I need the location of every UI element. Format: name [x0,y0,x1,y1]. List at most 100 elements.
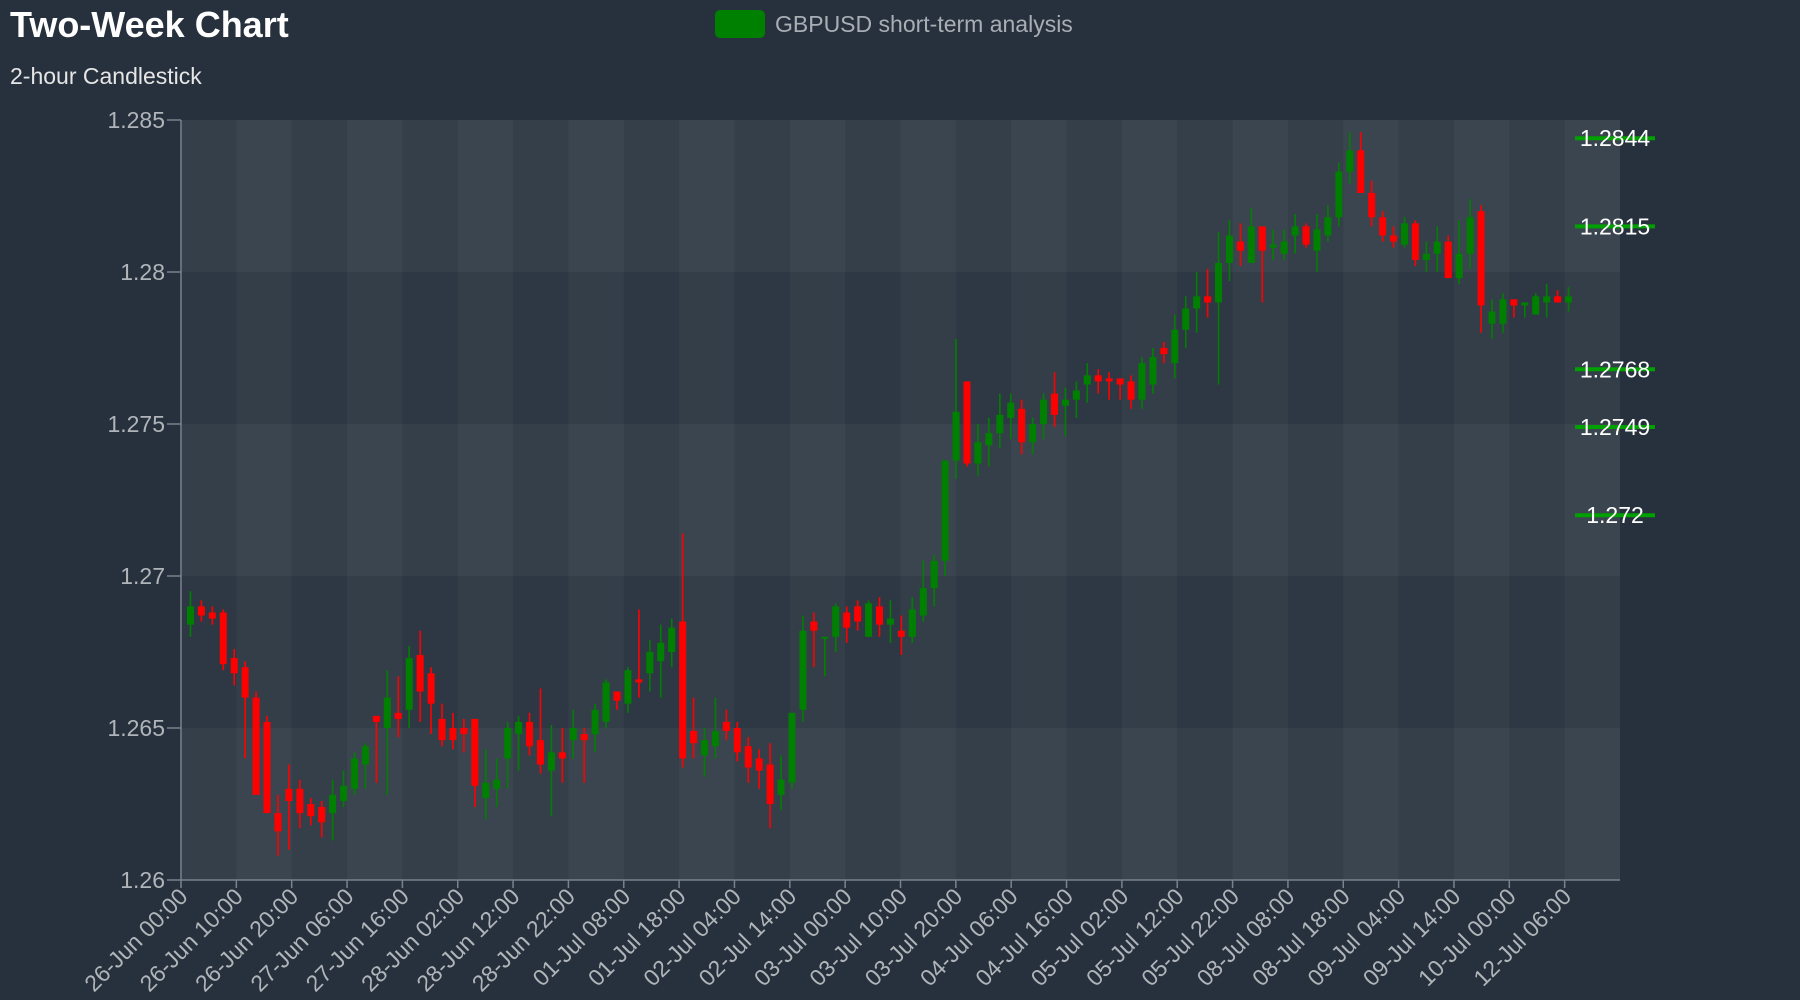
candle-body [1236,241,1244,251]
candle-body [1269,244,1277,248]
candle-down [449,712,457,750]
candle-up [1225,220,1233,282]
candle-up [1149,348,1157,394]
candle-body [1072,390,1080,400]
candle-body [930,560,938,589]
candle-body [1400,223,1408,245]
candle-up [624,667,632,713]
candle-body [1149,357,1157,385]
candle-body [1116,378,1124,385]
legend[interactable]: GBPUSD short-term analysis [715,9,1073,39]
candle-up [1138,357,1146,409]
candle-up [405,645,413,728]
candle-up [1040,393,1048,440]
candle-down [1160,341,1168,364]
candle-down [1302,223,1310,248]
candle-body [1466,217,1474,254]
candle-body [1247,226,1255,263]
y-tick-label: 1.285 [107,107,165,133]
candle-up [547,724,555,817]
candle-body [1029,424,1037,443]
candle-body [1510,299,1518,306]
price-level: 1.272 [1575,502,1655,528]
candle-down [307,797,315,826]
candle-body [1313,229,1321,251]
candle-down [963,381,971,467]
candle-body [580,734,588,741]
candle-body [1138,363,1146,400]
candle-down [1258,226,1266,303]
candle-up [515,715,523,771]
candle-down [843,606,851,643]
candle-down [1127,375,1135,409]
axes [167,119,1620,888]
candle-body [1357,150,1365,193]
candle-up [1521,302,1529,318]
candle-down [427,667,435,735]
candle-body [591,709,599,735]
candle-down [285,764,293,850]
candle-body [361,746,369,765]
candle-body [908,609,916,637]
candle-body [602,682,610,722]
price-level-label: 1.272 [1586,502,1644,528]
candle-up [482,749,490,820]
candle-up [1247,208,1255,263]
candle-body [383,697,391,728]
candle-body [974,442,982,464]
candle-body [657,642,665,662]
candle-down [318,800,326,838]
legend-swatch [715,10,765,38]
candle-body [471,718,479,786]
candle-body [1554,296,1562,303]
candle-up [711,697,719,759]
candle-down [438,703,446,747]
candle-body [1061,399,1069,406]
candle-down [1050,372,1058,428]
candle-down [1116,378,1124,400]
candle-body [427,673,435,704]
candle-down [722,709,730,741]
candle-down [252,691,260,795]
y-tick-label: 1.26 [120,867,165,893]
candle-up [602,679,610,728]
candle-body [985,433,993,446]
candle-up [832,603,840,652]
candle-body [536,740,544,765]
candle-up [1269,229,1277,260]
candle-body [1160,348,1168,355]
plot-background [181,120,1620,880]
candle-body [1291,226,1299,236]
candle-up [788,712,796,789]
candle-down [208,606,216,625]
candle-up [1488,299,1496,339]
candle-body [1477,211,1485,306]
candle-body [1488,311,1496,324]
candle-down [1357,132,1365,193]
candle-down [733,721,741,762]
candle-down [897,615,905,656]
candle-body [197,606,205,616]
candle-down [219,609,227,671]
candle-body [1040,399,1048,424]
price-level-label: 1.2815 [1580,213,1650,239]
candle-body [558,752,566,759]
candle-body [438,718,446,741]
candle-down [241,661,249,759]
candle-down [230,648,238,686]
candle-body [547,752,555,771]
candle-body [1018,408,1026,443]
candle-down [580,728,588,783]
candle-up [646,639,654,692]
x-band [568,120,623,880]
candle-down [1379,211,1387,242]
candle-body [504,728,512,759]
candle-up [1029,417,1037,455]
candle-body [515,721,523,735]
candle-up [1543,284,1551,318]
price-level-label: 1.2844 [1580,125,1651,151]
candle-body [635,679,643,683]
candle-down [1368,180,1376,227]
candle-up [941,460,949,576]
